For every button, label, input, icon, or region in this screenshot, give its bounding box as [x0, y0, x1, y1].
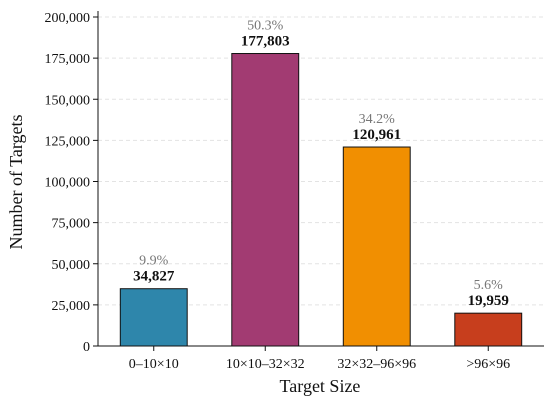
x-tick-label: 0–10×10 [129, 357, 179, 372]
y-tick-label: 200,000 [45, 11, 91, 26]
x-tick-label: 10×10–32×32 [226, 357, 305, 372]
y-tick-label: 75,000 [52, 217, 91, 232]
bar-percent-label: 5.6% [474, 278, 504, 293]
y-tick-label: 125,000 [45, 134, 91, 149]
bar-value-label: 120,961 [352, 127, 401, 143]
x-tick-label: >96×96 [466, 357, 510, 372]
bar [342, 146, 411, 347]
bar [231, 53, 300, 347]
bar-percent-label: 50.3% [247, 19, 284, 34]
bar-percent-label: 34.2% [359, 112, 396, 127]
x-axis-title: Target Size [280, 376, 361, 396]
y-axis-title: Number of Targets [6, 114, 26, 249]
x-tick-label: 32×32–96×96 [337, 357, 416, 372]
bar-value-label: 34,827 [133, 269, 175, 285]
y-tick-label: 175,000 [45, 52, 91, 67]
y-tick-label: 100,000 [45, 176, 91, 191]
bars [119, 53, 523, 347]
bar-percent-label: 9.9% [139, 254, 169, 269]
y-tick-label: 150,000 [45, 93, 91, 108]
bar [119, 288, 188, 347]
bar-value-label: 19,959 [468, 293, 509, 309]
x-ticks: 0–10×10 10×10–32×32 32×32–96×96 >96×96 [129, 346, 510, 372]
axes [97, 11, 544, 347]
y-tick-label: 0 [83, 340, 90, 355]
grid-lines [98, 16, 544, 306]
bar-value-label: 177,803 [241, 34, 290, 50]
y-ticks: 0 25,000 50,000 75,000 100,000 125,000 150,000… [45, 11, 98, 355]
bar [454, 312, 523, 347]
y-tick-label: 50,000 [52, 258, 91, 273]
y-tick-label: 25,000 [52, 299, 91, 314]
